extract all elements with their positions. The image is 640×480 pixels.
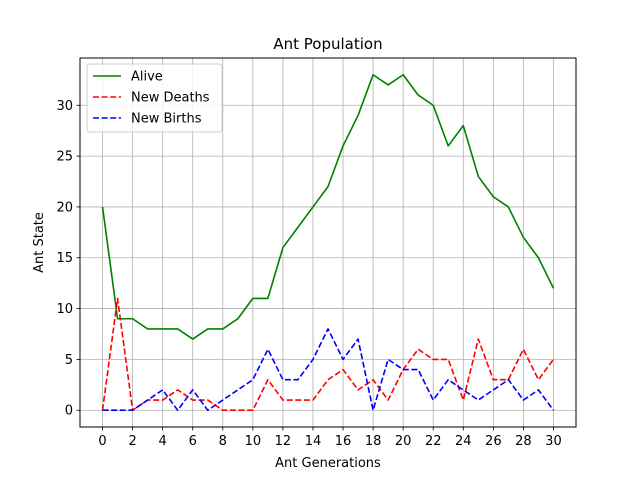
chart-title: Ant Population [273, 35, 382, 53]
series-line-new-deaths [101, 297, 555, 412]
x-tick-label: 16 [335, 434, 352, 449]
series-line-new-births [102, 328, 555, 412]
x-tick-label: 10 [245, 434, 262, 449]
plot-frame [79, 57, 577, 428]
x-tick-label: 8 [219, 434, 227, 449]
x-tick-label: 20 [395, 434, 412, 449]
series-lines [101, 73, 555, 412]
x-tick-label: 30 [545, 434, 562, 449]
y-tick-label: 25 [56, 150, 73, 165]
y-tick-label: 20 [56, 200, 73, 215]
y-tick-label: 5 [65, 353, 73, 368]
x-tick-label: 2 [128, 434, 136, 449]
x-tick-label: 24 [455, 434, 472, 449]
legend: Alive New Deaths New Births [86, 63, 223, 133]
legend-label-alive: Alive [131, 70, 163, 85]
x-tick-label: 26 [485, 434, 502, 449]
y-axis-label: Ant State [32, 212, 47, 273]
legend-box [86, 63, 223, 133]
x-tick-label: 6 [189, 434, 197, 449]
y-tick-label: 15 [56, 251, 73, 266]
y-tick-label: 10 [56, 302, 73, 317]
x-tick-label: 18 [365, 434, 382, 449]
legend-label-new-deaths: New Deaths [131, 91, 210, 106]
legend-label-new-births: New Births [131, 112, 202, 127]
x-tick-label: 22 [425, 434, 442, 449]
x-axis-label: Ant Generations [275, 456, 381, 471]
x-tick-label: 4 [159, 434, 167, 449]
x-tick-label: 14 [305, 434, 322, 449]
y-tick-label: 30 [56, 99, 73, 114]
y-tick-label: 0 [65, 404, 73, 419]
series-line-alive [101, 73, 555, 340]
x-tick-label: 0 [98, 434, 106, 449]
x-tick-label: 28 [515, 434, 532, 449]
x-tick-label: 12 [275, 434, 292, 449]
